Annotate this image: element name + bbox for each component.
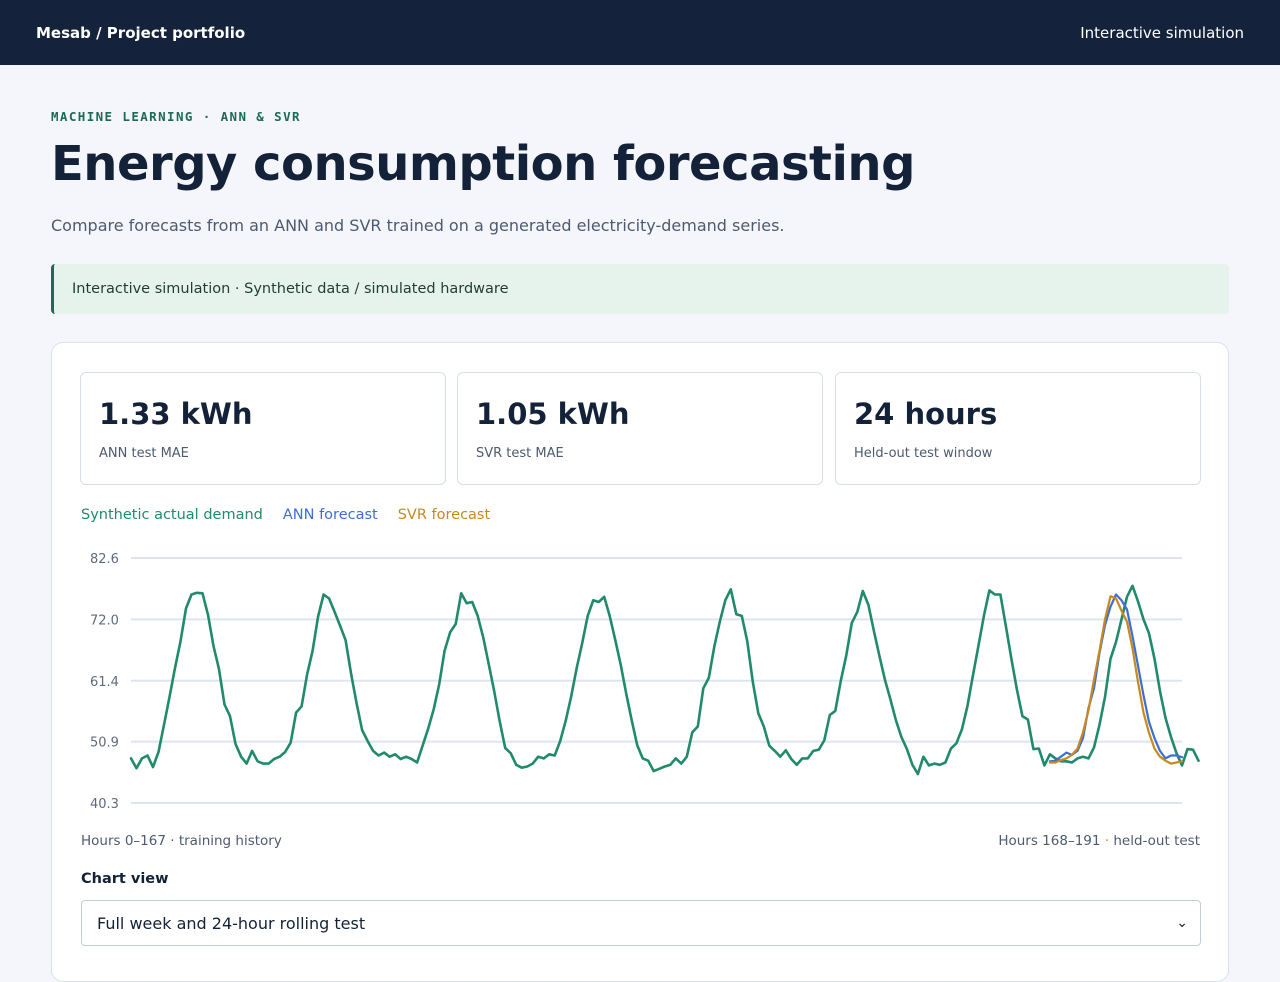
chart-footer-test: Hours 168–191 · held-out test: [998, 833, 1200, 849]
chart-view-select[interactable]: Full week and 24-hour rolling test ⌄: [81, 900, 1201, 946]
demand-chart: 82.6 72.0 61.4 50.9 40.3: [90, 552, 1200, 812]
chart-view-selected-value: Full week and 24-hour rolling test: [97, 913, 366, 933]
top-bar: Mesab / Project portfolio Interactive si…: [0, 0, 1280, 65]
stat-value: 1.33 kWh: [99, 397, 253, 431]
stat-card-ann: 1.33 kWh ANN test MAE: [80, 372, 446, 485]
test-label-text: held-out test: [1113, 833, 1200, 849]
page-title: Energy consumption forecasting: [51, 136, 915, 192]
chart-legend: Synthetic actual demand ANN forecast SVR…: [81, 507, 490, 523]
chart-view-label: Chart view: [81, 871, 169, 887]
footer-separator: ·: [1100, 833, 1114, 849]
stat-value: 24 hours: [854, 397, 998, 431]
y-tick-label: 72.0: [90, 613, 119, 628]
y-tick-label: 50.9: [90, 736, 119, 751]
chevron-down-icon: ⌄: [1176, 915, 1188, 931]
y-tick-label: 61.4: [90, 675, 119, 690]
stat-card-test-window: 24 hours Held-out test window: [835, 372, 1201, 485]
stat-value: 1.05 kWh: [476, 397, 630, 431]
banner-text: Interactive simulation · Synthetic data …: [72, 281, 509, 297]
legend-actual: Synthetic actual demand: [81, 507, 263, 523]
y-tick-label: 40.3: [90, 797, 119, 812]
legend-svr: SVR forecast: [397, 507, 491, 523]
series-line-svr: [1048, 595, 1184, 765]
chart-footer-training: Hours 0–167 · training history: [81, 833, 282, 849]
page-subtitle: Compare forecasts from an ANN and SVR tr…: [51, 216, 785, 235]
legend-ann: ANN forecast: [282, 507, 378, 523]
brand-link[interactable]: Mesab / Project portfolio: [36, 23, 246, 42]
stat-label: Held-out test window: [854, 446, 993, 461]
series-line-actual: [129, 584, 1200, 776]
stat-card-svr: 1.05 kWh SVR test MAE: [457, 372, 823, 485]
status-banner: Interactive simulation · Synthetic data …: [51, 264, 1229, 314]
stat-label: SVR test MAE: [476, 446, 564, 461]
eyebrow-label: MACHINE LEARNING · ANN & SVR: [51, 109, 301, 124]
y-tick-label: 82.6: [90, 552, 119, 567]
simulation-card: 1.33 kWh ANN test MAE 1.05 kWh SVR test …: [51, 342, 1229, 982]
stat-label: ANN test MAE: [99, 446, 189, 461]
nav-link-interactive-simulation[interactable]: Interactive simulation: [1080, 23, 1244, 42]
test-range-text: Hours 168–191: [998, 833, 1101, 849]
